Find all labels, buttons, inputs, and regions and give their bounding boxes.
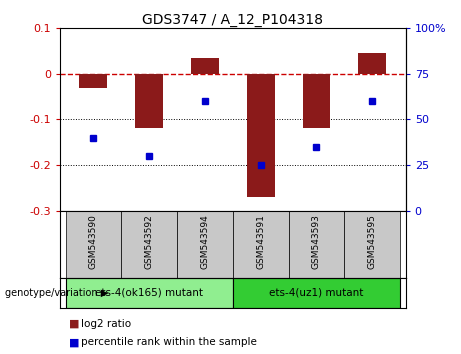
- Bar: [247, 74, 275, 197]
- Text: ets-4(ok165) mutant: ets-4(ok165) mutant: [95, 288, 203, 298]
- Text: genotype/variation ▶: genotype/variation ▶: [5, 288, 108, 298]
- Bar: [135, 74, 163, 128]
- Text: ■: ■: [69, 337, 80, 348]
- Title: GDS3747 / A_12_P104318: GDS3747 / A_12_P104318: [142, 13, 323, 27]
- Text: ■: ■: [69, 319, 80, 329]
- Bar: [358, 53, 386, 74]
- Text: percentile rank within the sample: percentile rank within the sample: [81, 337, 257, 348]
- Bar: [302, 74, 331, 128]
- Text: GSM543591: GSM543591: [256, 214, 265, 269]
- Text: GSM543590: GSM543590: [89, 214, 98, 269]
- Text: log2 ratio: log2 ratio: [81, 319, 131, 329]
- Text: GSM543593: GSM543593: [312, 214, 321, 269]
- Bar: [233, 278, 400, 308]
- Bar: [121, 211, 177, 278]
- Text: GSM543594: GSM543594: [201, 214, 209, 269]
- Bar: [65, 278, 233, 308]
- Bar: [289, 211, 344, 278]
- Bar: [79, 74, 107, 87]
- Text: ets-4(uz1) mutant: ets-4(uz1) mutant: [269, 288, 364, 298]
- Bar: [191, 58, 219, 74]
- Text: GSM543595: GSM543595: [368, 214, 377, 269]
- Bar: [65, 211, 121, 278]
- Bar: [177, 211, 233, 278]
- Bar: [233, 211, 289, 278]
- Bar: [344, 211, 400, 278]
- Text: GSM543592: GSM543592: [145, 214, 154, 269]
